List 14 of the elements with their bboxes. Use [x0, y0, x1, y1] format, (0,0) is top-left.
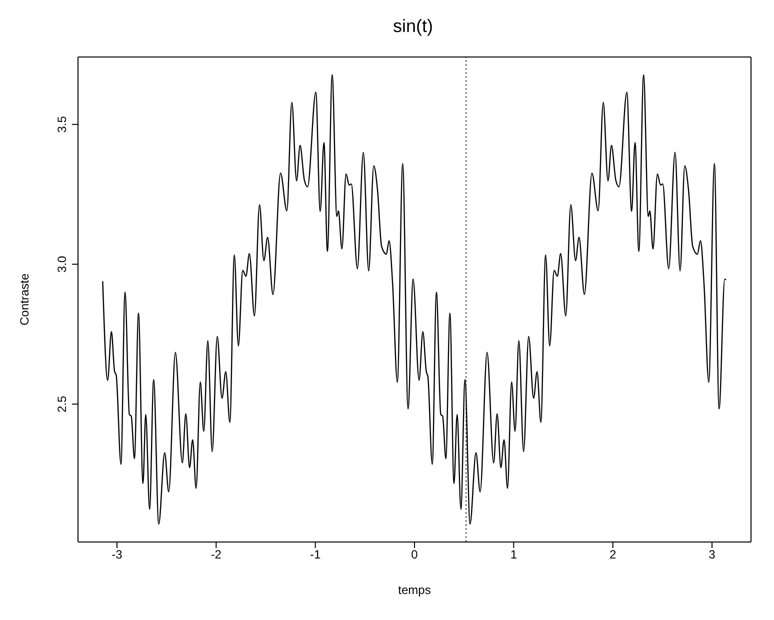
y-tick-label: 2.5	[55, 395, 69, 412]
x-tick-label: 1	[510, 548, 518, 562]
x-tick-label: 3	[708, 548, 716, 562]
y-tick-label: 3.5	[55, 116, 69, 133]
line-series	[102, 74, 727, 525]
x-axis-title: temps	[398, 583, 431, 597]
x-tick-label: -3	[112, 548, 123, 562]
x-tick-label: -1	[310, 548, 321, 562]
x-tick-label: 2	[610, 548, 617, 562]
y-tick-label: 3.0	[55, 256, 69, 273]
chart-title: sin(t)	[392, 16, 434, 37]
x-tick-label: -2	[210, 548, 222, 562]
y-axis-title: Contraste	[17, 273, 32, 326]
x-tick-label: 0	[411, 548, 418, 562]
